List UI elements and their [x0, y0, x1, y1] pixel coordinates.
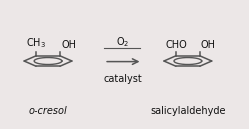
- Text: CHO: CHO: [165, 40, 187, 50]
- Text: CH$_3$: CH$_3$: [26, 37, 46, 50]
- Text: OH: OH: [61, 40, 76, 50]
- Text: catalyst: catalyst: [103, 74, 142, 84]
- Text: O$_2$: O$_2$: [116, 36, 129, 49]
- Text: o-cresol: o-cresol: [29, 106, 67, 116]
- Text: OH: OH: [201, 40, 216, 50]
- Text: salicylaldehyde: salicylaldehyde: [150, 106, 226, 116]
